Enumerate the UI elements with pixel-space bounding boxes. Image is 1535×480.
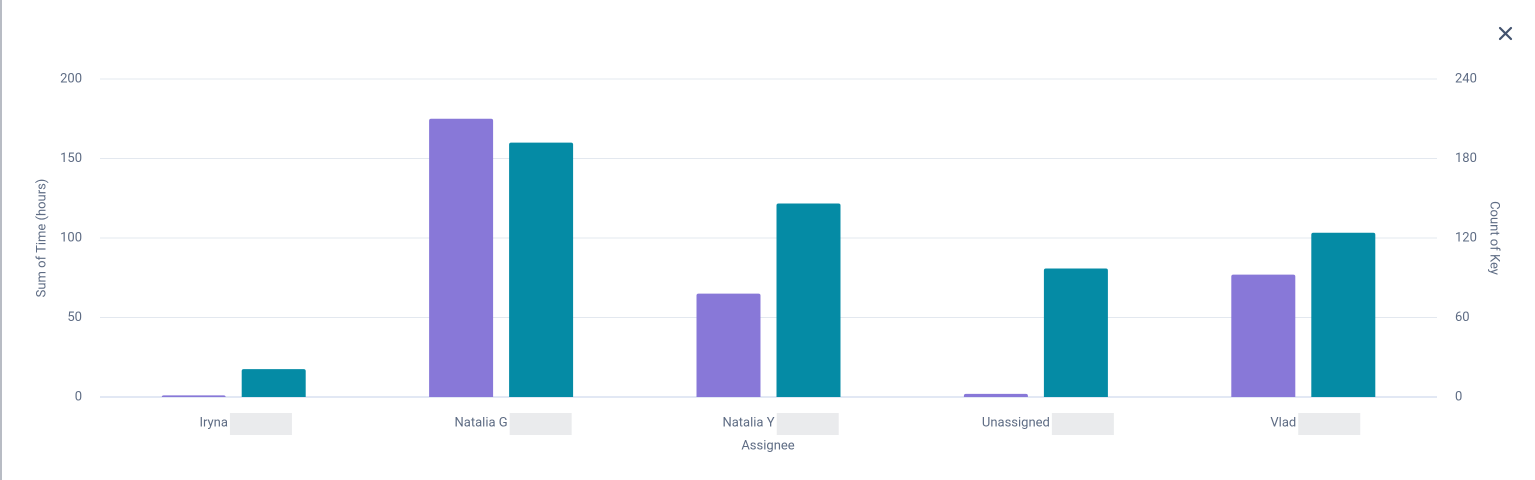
y2-tick-label: 240 bbox=[1455, 71, 1477, 86]
close-button[interactable] bbox=[1498, 26, 1513, 41]
close-icon[interactable] bbox=[1498, 26, 1513, 41]
y2-tick-label: 0 bbox=[1455, 389, 1462, 404]
y2-axis-title: Count of Key bbox=[1487, 201, 1502, 275]
x-tick-label: Unassigned bbox=[982, 415, 1050, 430]
y-tick-label: 150 bbox=[60, 151, 82, 166]
bar bbox=[963, 393, 1028, 397]
y-tick-label: 0 bbox=[75, 389, 82, 404]
redaction bbox=[1298, 413, 1361, 435]
y2-tick-label: 180 bbox=[1455, 151, 1477, 166]
y-axis-title: Sum of Time (hours) bbox=[34, 179, 49, 298]
bar bbox=[241, 369, 306, 397]
bar bbox=[509, 142, 574, 397]
y-tick-label: 50 bbox=[67, 310, 82, 325]
bar bbox=[161, 395, 226, 398]
y-tick-label: 100 bbox=[60, 230, 82, 245]
bar bbox=[1043, 268, 1108, 397]
x-tick-label: Vlad bbox=[1270, 415, 1296, 430]
redaction bbox=[509, 413, 572, 435]
x-tick-label: Iryna bbox=[199, 415, 227, 430]
bar bbox=[1231, 274, 1296, 397]
bar bbox=[1311, 232, 1376, 397]
y2-tick-label: 120 bbox=[1455, 230, 1477, 245]
y-tick-label: 200 bbox=[60, 71, 82, 86]
x-tick-label: Natalia G bbox=[455, 415, 508, 430]
bar bbox=[429, 118, 494, 397]
bar bbox=[696, 293, 761, 397]
x-tick-label: Natalia Y bbox=[722, 415, 774, 430]
y2-tick-label: 60 bbox=[1455, 310, 1470, 325]
x-axis-title: Assignee bbox=[741, 438, 794, 453]
redaction bbox=[229, 413, 292, 435]
panel-edge bbox=[0, 0, 2, 480]
redaction bbox=[776, 413, 839, 435]
redaction bbox=[1051, 413, 1114, 435]
bar bbox=[776, 203, 841, 397]
